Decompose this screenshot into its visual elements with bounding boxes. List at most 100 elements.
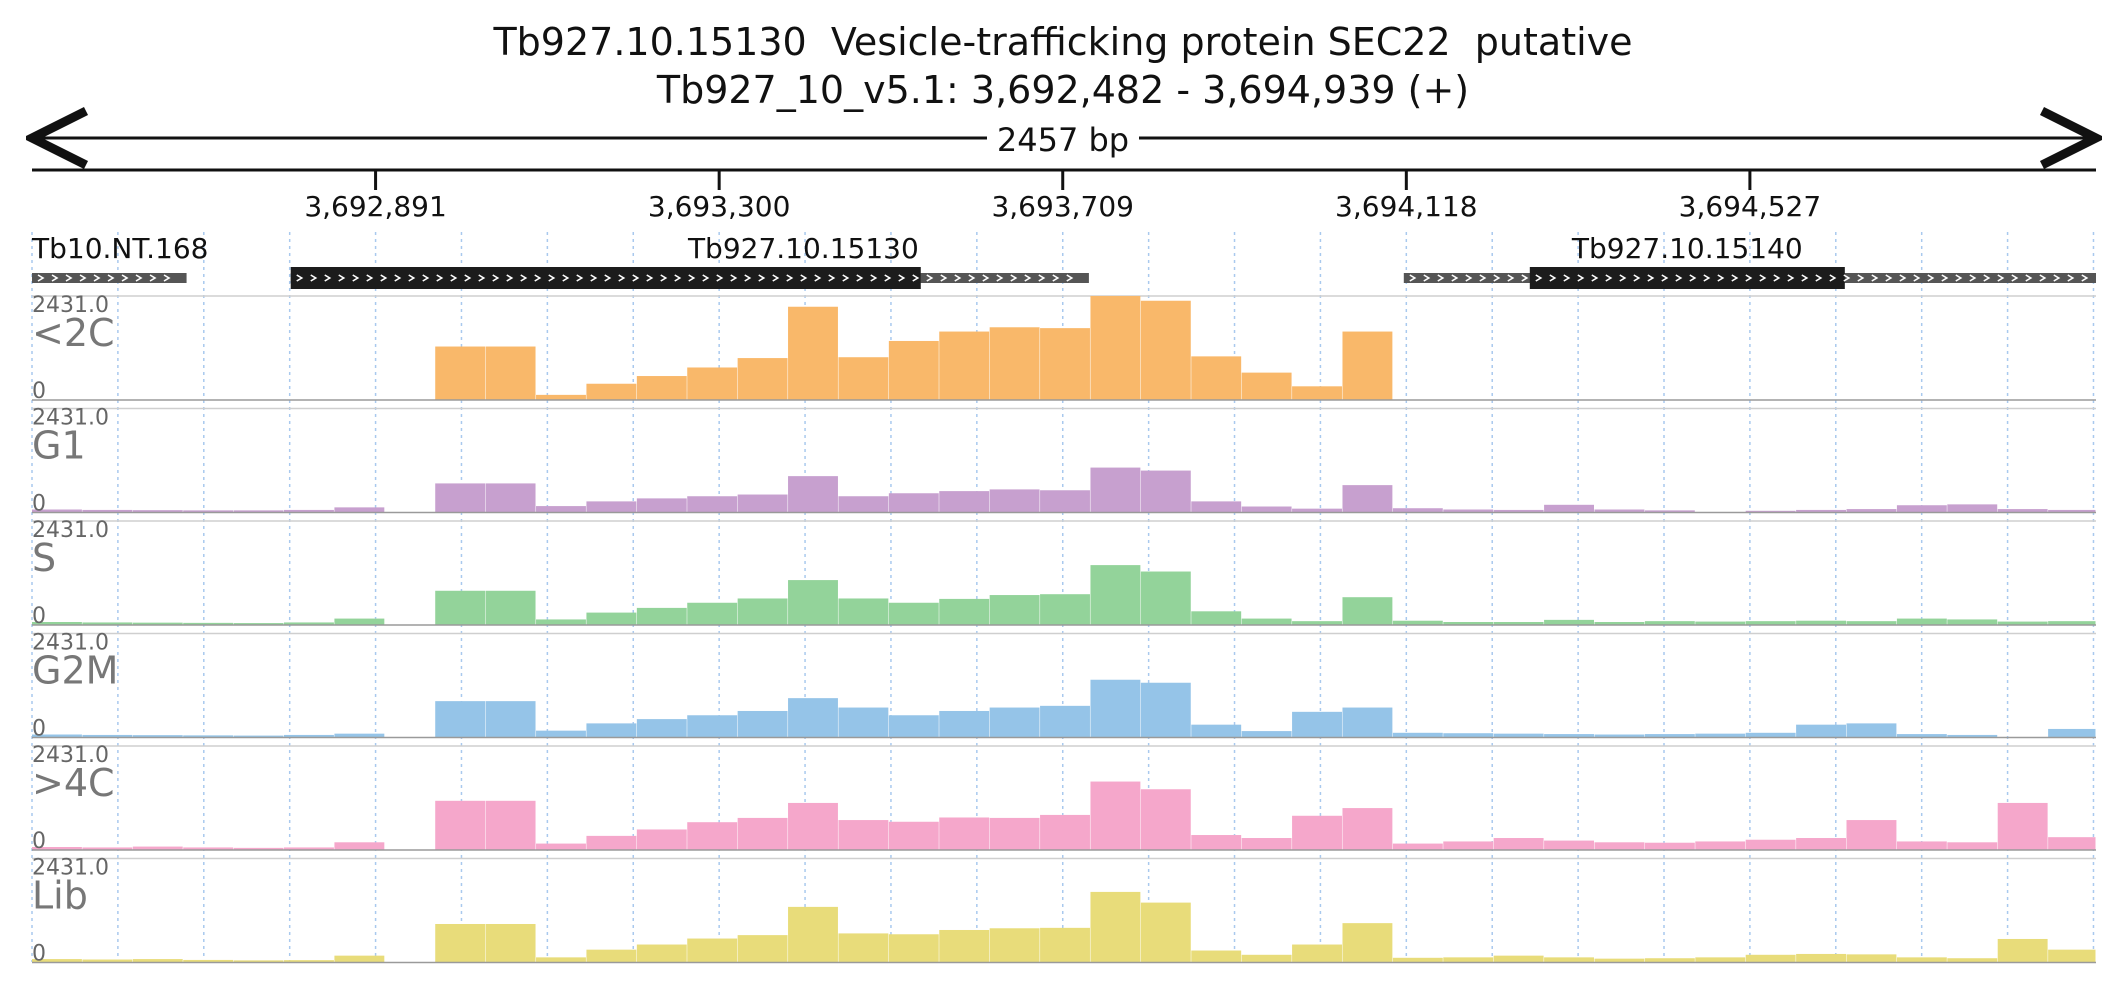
coverage-bar [939,331,990,400]
track-ymax-label: 2431.0 [32,406,109,431]
gene-body [32,273,187,283]
coverage-bar [82,509,133,513]
coverage-bar [1241,954,1292,963]
coverage-bar [1846,621,1897,625]
coverage-bar [82,734,133,738]
coverage-bar [586,949,637,963]
coverage-bar [888,493,939,513]
coverage-bar [82,959,133,963]
coverage-bar [284,622,334,625]
coverage-bar [132,510,183,513]
coverage-bar [1241,731,1292,738]
coverage-bar [1140,789,1191,850]
coverage-bar [687,367,738,400]
coverage-bar [1191,501,1242,513]
coverage-bar [1493,622,1544,625]
coverage-bar [32,622,82,625]
coverage-bar [485,483,536,513]
coverage-bar [1644,621,1695,625]
coverage-bar [838,707,889,738]
coverage-bar [1846,954,1897,963]
track-ymin-label: 0 [32,492,46,517]
coverage-bar [183,622,234,625]
coverage-bar [838,933,889,963]
track-bars [32,679,2096,738]
coverage-bar [1997,621,2048,625]
track-ymin-label: 0 [32,379,46,404]
track-bars [32,467,2096,513]
coverage-bar [1191,950,1242,963]
coverage-bar [82,847,133,850]
coverage-bar [183,847,234,850]
coverage-bar [989,928,1040,963]
coverage-bar [485,590,536,625]
coverage-bar [1292,621,1342,625]
scale-label-text: 2457 bp [986,121,1140,159]
coverage-bar [334,507,385,513]
track-ymin-label: 0 [32,942,46,967]
coverage-bar [435,701,486,738]
coverage-bar [183,959,234,963]
coverage-bar [334,955,385,963]
track-ymin-label: 0 [32,717,46,742]
coverage-bar [183,735,234,738]
coverage-bar [1896,957,1947,963]
track-ymin-label: 0 [32,604,46,629]
coverage-bar [334,618,385,625]
coverage-bar [1392,732,1443,738]
coverage-bar [132,959,183,963]
coverage-bar [536,394,586,400]
coverage-bar [737,935,788,963]
coverage-bar [1443,622,1494,625]
strand-arrows [1409,274,2089,282]
coverage-bar [1342,923,1393,963]
coverage-bar [1040,814,1090,850]
coverage-bar [1140,571,1191,625]
coverage-bar [536,957,586,963]
track-name-label: <2C [32,311,115,355]
coverage-tracks: 2431.0<2C02431.0G102431.0S02431.0G2M0243… [32,293,2096,967]
coverage-bar [435,590,486,625]
coverage-bar [1191,724,1242,738]
coverage-bar [1292,815,1342,850]
coverage-bar [737,358,788,400]
coverage-bar [636,829,687,850]
coverage-bar [687,602,738,625]
coverage-bar [536,843,586,850]
coverage-bar [1544,734,1594,738]
coverage-bar [1846,820,1897,850]
coverage-bar [435,346,486,400]
coverage-bar [1493,509,1544,513]
coverage-bar [1140,682,1191,738]
coverage-bar [888,934,939,963]
gene-label: Tb927.10.15130 [687,232,919,265]
coverage-bar [32,734,82,738]
track-bars [435,296,1393,400]
coverage-bar [1644,842,1695,850]
coverage-bar [1796,953,1847,963]
gene-track: Tb10.NT.168 Tb927.10.15130 Tb927.10.15140 [31,232,2096,289]
coverage-bar [687,715,738,738]
coverage-bar [636,607,687,625]
track-name-label: G2M [32,649,118,693]
coverage-bar [2048,728,2096,738]
coverage-bar [737,494,788,513]
track-name-label: G1 [32,424,86,468]
coverage-bar [1896,841,1947,850]
coverage-bar [838,357,889,400]
coverage-bar [636,944,687,963]
coverage-bar [989,489,1040,513]
coverage-bar [1997,938,2048,963]
track-bars [32,781,2096,850]
coverage-bar [2048,621,2096,625]
coverage-bar [485,346,536,400]
coverage-bar [687,496,738,513]
coverage-bar [1796,724,1847,738]
coverage-bar [1544,840,1594,850]
coverage-bar [1140,300,1191,400]
coverage-bar [233,847,284,850]
gene-label: Tb927.10.15140 [1571,232,1803,265]
coverage-bar [1594,509,1645,513]
